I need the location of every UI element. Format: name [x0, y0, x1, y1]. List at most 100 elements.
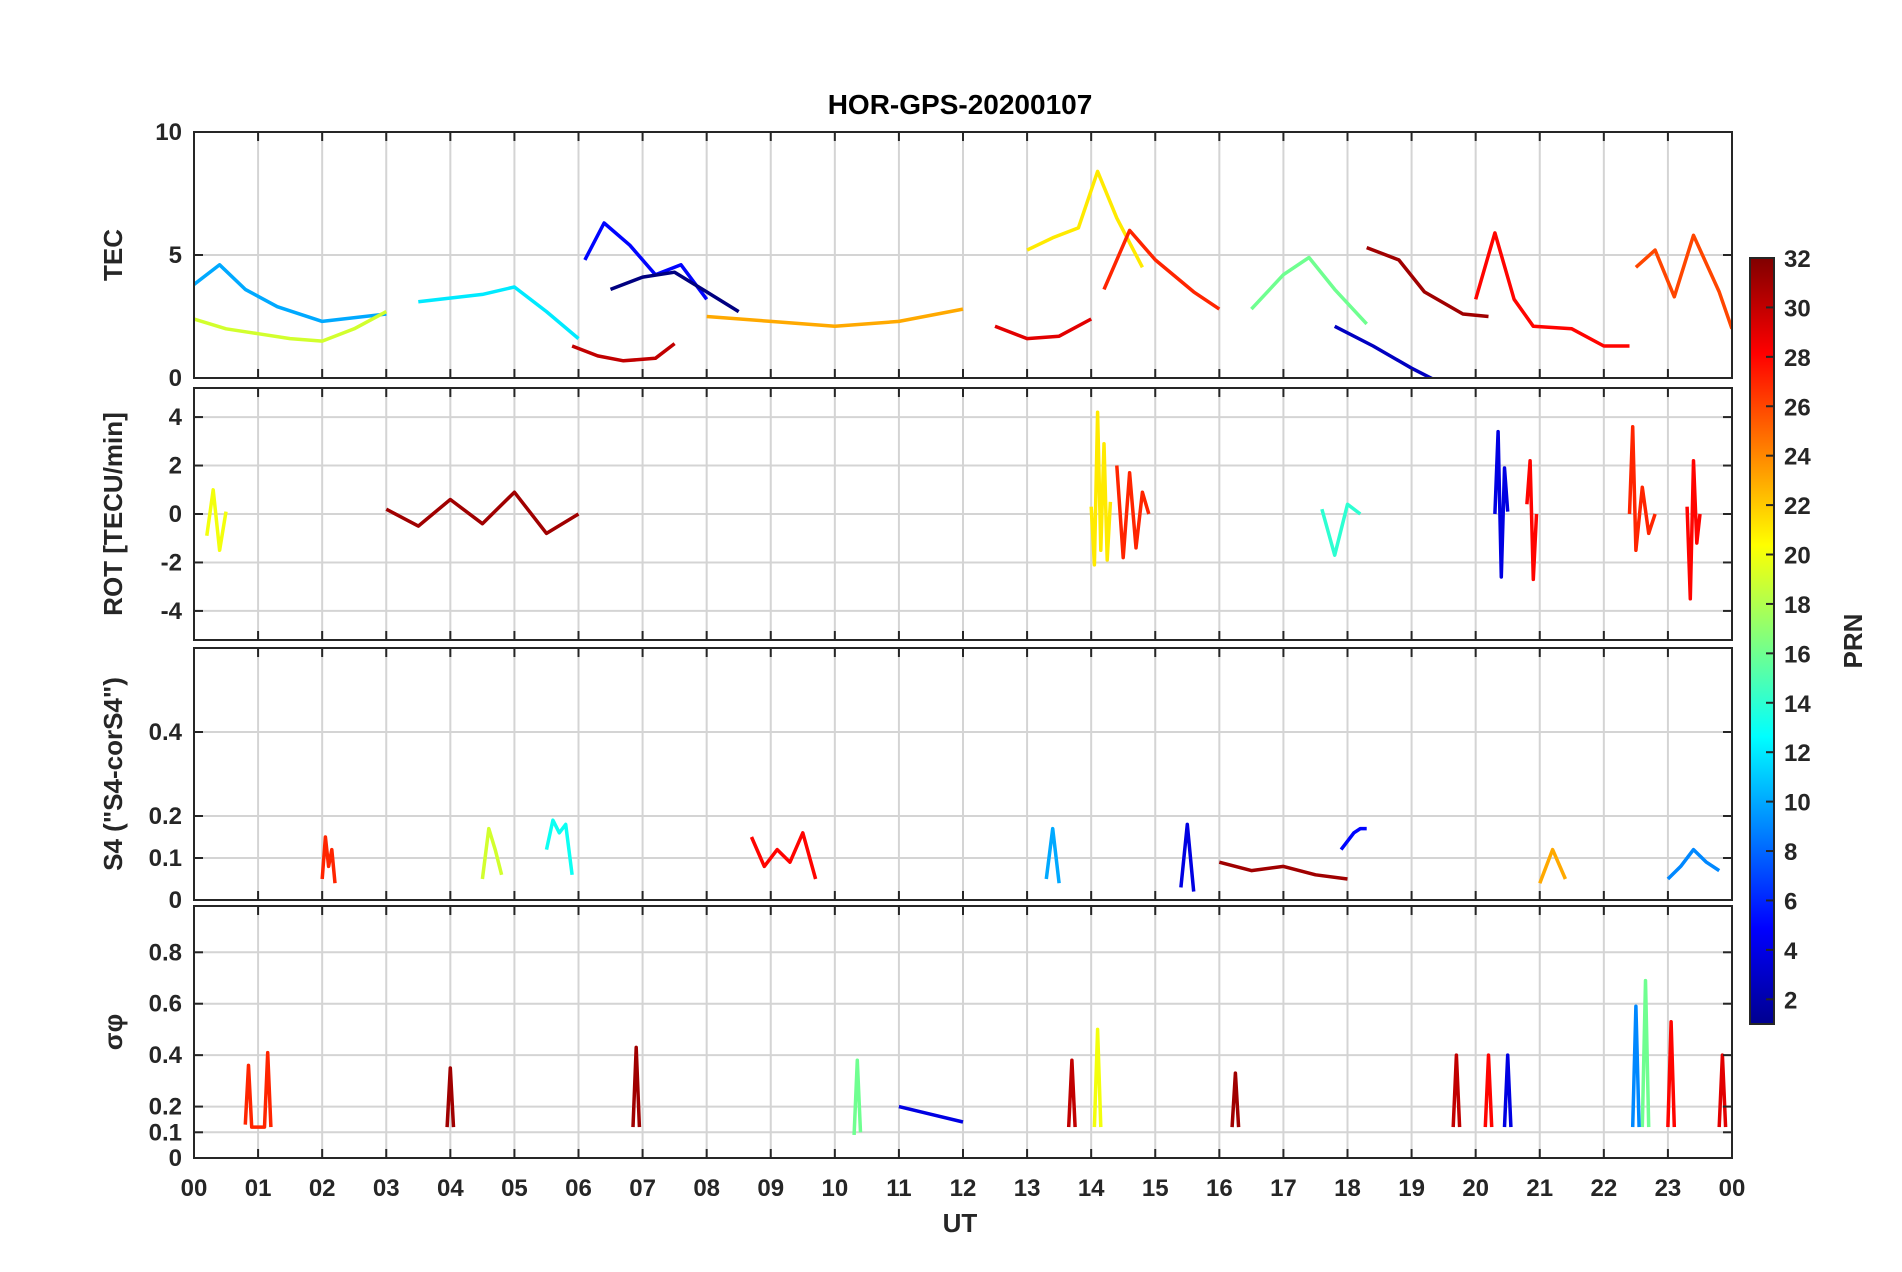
x-tick-label: 00 — [1719, 1175, 1746, 1202]
x-tick-label: 12 — [950, 1175, 977, 1202]
panel-rot: -4 -2 0 2 4 ROT [TECU/min] — [98, 387, 1733, 641]
y-axis-label-s4: S4 ("S4-corS4") — [98, 677, 128, 871]
x-tick-label: 04 — [437, 1175, 464, 1202]
series-line-prn-28 — [1685, 458, 1702, 601]
x-tick-label: 20 — [1462, 1175, 1489, 1202]
x-tick-label: 08 — [693, 1175, 720, 1202]
series-line-prn-28 — [1474, 231, 1630, 348]
y-tick-label: 0.2 — [149, 1094, 182, 1121]
series-line-prn-16 — [1250, 255, 1368, 326]
series-line-prn-31 — [1366, 245, 1489, 319]
series-line-prn-5 — [583, 221, 709, 301]
y-tick-label: 0.1 — [149, 1119, 182, 1146]
series-line-prn-27 — [243, 1050, 273, 1129]
y-tick-label: 5 — [169, 242, 182, 269]
series-line-prn-4 — [1493, 429, 1510, 579]
series-line-prn-19 — [480, 826, 504, 880]
colorbar-tick-label: 32 — [1784, 246, 1811, 273]
series-line-prn-23 — [706, 307, 964, 329]
series-group — [194, 169, 1732, 378]
series-line-prn-19 — [194, 310, 388, 343]
x-tick-label: 23 — [1655, 1175, 1682, 1202]
y-axis-label-tec: TEC — [98, 229, 128, 281]
series-line-prn-10 — [1044, 826, 1061, 884]
series-line-prn-9 — [1630, 1004, 1641, 1128]
colorbar-tick-label: 18 — [1784, 592, 1811, 619]
series-line-prn-31 — [1230, 1071, 1241, 1128]
colorbar-tick-label: 12 — [1784, 740, 1811, 767]
series-line-prn-20 — [1092, 1027, 1103, 1128]
colorbar-tick-label: 4 — [1784, 938, 1798, 965]
x-tick-label: 01 — [245, 1175, 272, 1202]
y-axis-label-rot: ROT [TECU/min] — [98, 412, 128, 616]
x-tick-label: 02 — [309, 1175, 336, 1202]
series-group — [243, 978, 1728, 1135]
colorbar-tick-label: 10 — [1784, 790, 1811, 817]
series-line-prn-9 — [1666, 847, 1721, 881]
series-line-prn-4 — [1179, 822, 1196, 892]
series-line-prn-31 — [385, 490, 580, 536]
x-tick-label: 19 — [1398, 1175, 1425, 1202]
x-tick-label: 09 — [757, 1175, 784, 1202]
x-axis-label: UT — [943, 1208, 978, 1238]
y-tick-label: 10 — [155, 119, 182, 146]
series-line-prn-21 — [1026, 169, 1144, 269]
x-tick-label: 17 — [1270, 1175, 1297, 1202]
series-line-prn-23 — [1538, 847, 1568, 884]
series-line-prn-29 — [1717, 1053, 1728, 1128]
x-tick-label: 10 — [821, 1175, 848, 1202]
series-line-prn-21 — [1089, 410, 1113, 567]
series-line-prn-28 — [749, 831, 818, 880]
y-tick-label: 0.4 — [149, 1042, 183, 1069]
series-line-prn-31 — [445, 1066, 456, 1128]
x-tick-label: 15 — [1142, 1175, 1169, 1202]
y-tick-label: 0 — [169, 365, 182, 392]
series-line-prn-1 — [609, 270, 740, 314]
series-line-prn-28 — [1483, 1053, 1494, 1128]
colorbar-tick-label: 22 — [1784, 493, 1811, 520]
y-tick-label: 2 — [169, 453, 182, 480]
y-tick-label: 0.2 — [149, 803, 182, 830]
series-group — [205, 410, 1702, 601]
series-line-prn-3 — [1333, 324, 1435, 378]
series-line-prn-27 — [1115, 465, 1151, 560]
series-line-prn-16 — [852, 1058, 863, 1135]
y-tick-label: 0.8 — [149, 939, 182, 966]
panel-frame — [193, 131, 1733, 379]
y-tick-label: 0.1 — [149, 845, 182, 872]
panel-frame — [193, 387, 1733, 641]
panel-sigphi: 00.10.2 0.4 0.6 0.8 σφ — [98, 905, 1733, 1172]
y-axis-label-sigphi: σφ — [98, 1014, 128, 1050]
colorbar-tick-label: 6 — [1784, 888, 1797, 915]
series-group — [320, 818, 1721, 892]
series-line-prn-12 — [418, 285, 580, 340]
y-tick-label: 0 — [169, 1145, 182, 1172]
x-tick-label: 00 — [181, 1175, 208, 1202]
x-tick-label: 13 — [1014, 1175, 1041, 1202]
colorbar-tick-label: 30 — [1784, 295, 1811, 322]
series-line-prn-28 — [1666, 1019, 1677, 1128]
series-line-prn-20 — [205, 488, 228, 553]
series-line-prn-26 — [1634, 233, 1732, 330]
series-line-prn-31 — [1218, 860, 1348, 881]
series-line-prn-14 — [1320, 502, 1362, 557]
panel-frame — [193, 647, 1733, 901]
colorbar-tick-label: 14 — [1784, 691, 1811, 718]
series-line-prn-27 — [320, 835, 337, 884]
y-tick-label: 0 — [169, 501, 182, 528]
x-tick-label: 21 — [1526, 1175, 1553, 1202]
y-tick-label: -4 — [161, 598, 183, 625]
panel-frame — [193, 905, 1733, 1159]
colorbar-tick-label: 26 — [1784, 394, 1811, 421]
panel-s4: 0 0.1 0.2 0.4 S4 ("S4-corS4") — [98, 647, 1733, 914]
y-tick-label: 0 — [169, 887, 182, 914]
series-line-prn-28 — [1525, 458, 1539, 582]
series-line-prn-27 — [1627, 425, 1657, 553]
x-tick-label: 14 — [1078, 1175, 1105, 1202]
series-line-prn-31 — [631, 1045, 642, 1128]
series-line-prn-30 — [1451, 1053, 1462, 1128]
series-line-prn-13 — [544, 818, 574, 876]
colorbar-tick-label: 28 — [1784, 345, 1811, 372]
x-axis-tick-labels: 00 01 02 03 04 05 06 07 08 09 10 11 12 13 14 15 16 17 18 19… — [181, 1175, 1746, 1202]
